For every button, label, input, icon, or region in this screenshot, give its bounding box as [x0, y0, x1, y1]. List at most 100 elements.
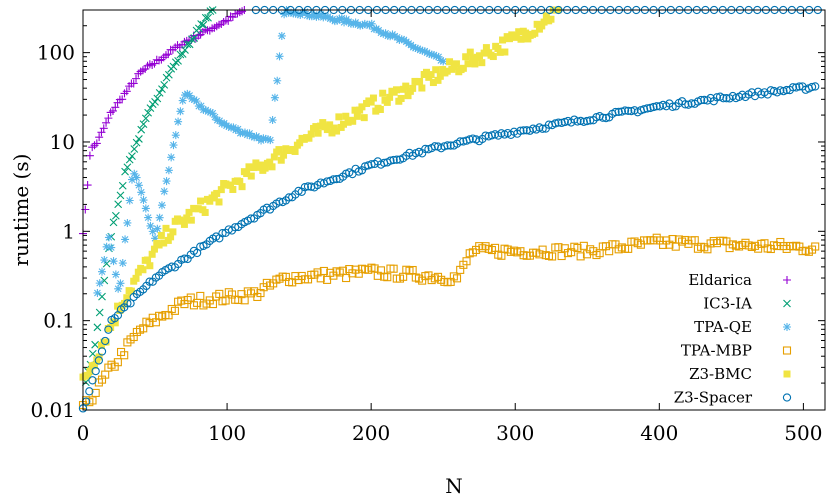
data-point — [114, 284, 123, 293]
data-point — [298, 8, 307, 17]
legend-marker — [783, 370, 791, 378]
data-point — [712, 93, 722, 102]
data-point — [312, 123, 320, 131]
y-tick-label: 100 — [37, 41, 75, 65]
data-point — [465, 135, 474, 144]
data-point — [93, 323, 102, 332]
data-point — [132, 173, 141, 182]
series-ic3-ia — [81, 6, 217, 387]
data-point — [221, 296, 230, 305]
data-point — [104, 325, 113, 334]
data-point — [162, 224, 170, 232]
data-point — [668, 102, 677, 111]
data-point — [162, 177, 171, 186]
legend-label: TPA-QE — [694, 318, 752, 336]
data-point — [137, 188, 146, 197]
data-point — [432, 66, 440, 74]
data-point — [170, 306, 179, 315]
data-point — [178, 50, 187, 58]
data-point — [471, 60, 479, 68]
data-point — [319, 119, 327, 127]
data-point — [533, 20, 541, 28]
data-point — [111, 270, 120, 279]
data-point — [113, 358, 122, 367]
data-point — [132, 74, 141, 83]
data-point — [266, 136, 275, 145]
data-point — [186, 293, 195, 302]
data-point — [337, 14, 346, 23]
legend-marker-shape — [783, 299, 791, 308]
data-point — [252, 159, 260, 167]
data-points-layer — [78, 5, 822, 413]
data-point — [329, 175, 338, 184]
data-point — [416, 45, 425, 54]
data-point — [496, 48, 504, 56]
data-point — [196, 291, 205, 300]
data-point — [307, 130, 315, 138]
data-point — [353, 112, 361, 120]
data-point — [586, 116, 595, 125]
data-point — [342, 112, 350, 120]
legend-marker-shape — [783, 370, 791, 378]
data-point — [243, 130, 252, 139]
plot-frame — [82, 9, 826, 411]
data-point — [164, 50, 173, 59]
data-point — [238, 183, 246, 191]
data-point — [99, 124, 108, 133]
data-point — [240, 296, 249, 305]
data-point — [132, 138, 141, 147]
data-point — [123, 163, 132, 172]
data-point — [129, 79, 138, 88]
data-point — [386, 93, 394, 101]
data-point — [98, 267, 107, 276]
data-point — [130, 169, 139, 178]
data-point — [100, 256, 109, 265]
data-point — [158, 85, 166, 94]
data-point — [395, 35, 404, 44]
data-point — [436, 56, 445, 65]
data-point — [148, 227, 157, 236]
x-tick-label: 400 — [640, 421, 678, 445]
data-point — [379, 89, 387, 97]
data-point — [323, 126, 331, 134]
data-point — [270, 93, 279, 102]
data-point — [300, 183, 310, 192]
data-point — [505, 35, 513, 43]
data-point — [349, 19, 358, 28]
data-point — [429, 51, 438, 60]
data-point — [178, 96, 187, 105]
data-point — [386, 156, 395, 165]
data-point — [121, 167, 129, 176]
data-point — [236, 177, 244, 185]
data-point — [174, 56, 182, 65]
data-point — [353, 20, 362, 29]
data-point — [515, 28, 523, 36]
data-point — [351, 106, 359, 114]
data-point — [425, 49, 434, 58]
series-tpa-mbp — [78, 233, 820, 410]
data-point — [367, 98, 375, 106]
data-point — [155, 213, 164, 222]
data-point — [811, 82, 820, 91]
data-point — [146, 104, 155, 113]
legend-label: TPA-MBP — [681, 342, 752, 360]
data-point — [109, 218, 118, 227]
data-point — [167, 153, 176, 162]
data-point — [413, 44, 422, 53]
data-point — [139, 196, 148, 205]
data-point — [246, 214, 256, 223]
data-point — [190, 34, 199, 42]
data-point — [91, 361, 99, 369]
data-point — [261, 164, 269, 172]
data-point — [478, 59, 486, 67]
data-point — [102, 242, 111, 251]
data-point — [171, 131, 180, 140]
data-point — [224, 122, 233, 131]
data-point — [342, 273, 351, 283]
data-point — [624, 106, 633, 116]
data-point — [452, 60, 460, 68]
data-point — [88, 376, 97, 385]
data-point — [482, 44, 490, 52]
data-point — [328, 129, 336, 137]
data-point — [204, 13, 212, 22]
